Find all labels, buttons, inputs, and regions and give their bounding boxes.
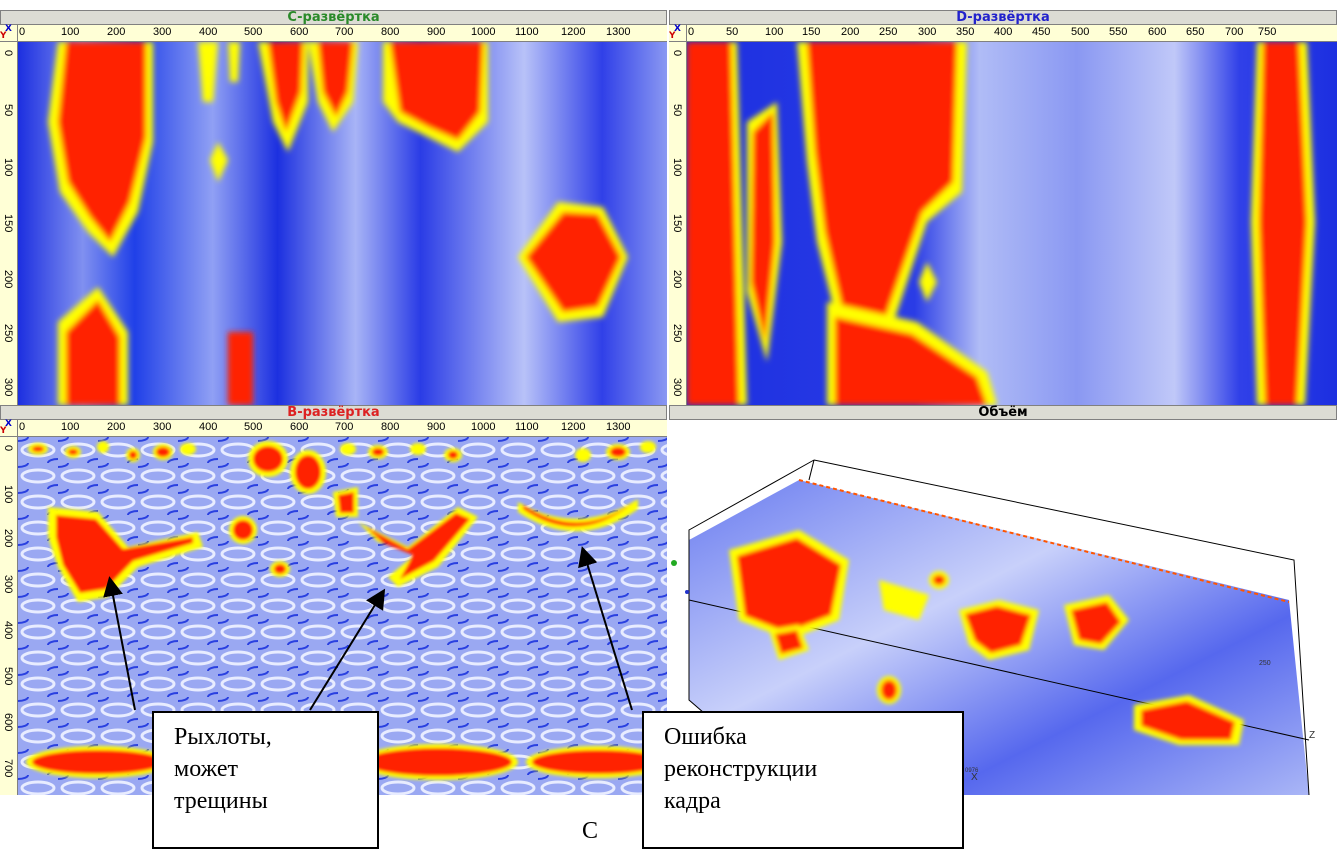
b-scan-x-ruler: 0 100 200 300 400 500 600 700 800 900 10… [18, 420, 667, 437]
y-tick: 300 [2, 575, 14, 594]
x-tick: 700 [335, 421, 354, 433]
x-tick: 300 [918, 26, 937, 38]
x-tick: 800 [381, 421, 400, 433]
y-tick: 150 [671, 214, 683, 233]
d-scan-image[interactable] [687, 42, 1337, 405]
x-tick: 450 [1032, 26, 1051, 38]
c-scan-y-ruler: 0 50 100 150 200 250 300 [0, 42, 18, 405]
x-tick: 1300 [606, 421, 631, 433]
c-scan-image[interactable] [18, 42, 667, 405]
x-tick: 350 [956, 26, 975, 38]
x-tick: 0 [19, 421, 26, 433]
x-tick: 200 [107, 26, 126, 38]
x-tick: 0 [19, 26, 26, 38]
annotation-note-looseness: Рыхлоты, может трещины [152, 711, 379, 849]
d-scan-x-ruler: 0 50 100 150 200 250 300 350 400 450 500… [687, 25, 1337, 42]
y-tick: 100 [2, 158, 14, 177]
y-tick: 0 [671, 50, 683, 57]
x-tick: 600 [290, 26, 309, 38]
x-tick: 800 [381, 26, 400, 38]
x-tick: 100 [61, 26, 80, 38]
x-tick: 1100 [515, 421, 539, 433]
x-tick: 900 [427, 26, 446, 38]
y-tick: 100 [2, 485, 14, 504]
y-tick: 700 [2, 759, 14, 778]
c-scan-title: C-развёртка [0, 10, 667, 25]
x-tick: 750 [1258, 26, 1277, 38]
axis-origin-icon [671, 560, 677, 566]
y-tick: 200 [671, 270, 683, 289]
y-tick: 300 [2, 378, 14, 397]
y-tick: 250 [671, 324, 683, 343]
b-scan-y-ruler: 0 100 200 300 400 500 600 700 [0, 437, 18, 795]
x-tick: 900 [427, 421, 446, 433]
y-tick: 50 [671, 104, 683, 117]
x-tick: 400 [199, 421, 218, 433]
x-tick: 550 [1109, 26, 1128, 38]
x-tick: 500 [244, 421, 263, 433]
x-tick: 700 [1225, 26, 1244, 38]
x-tick: 250 [879, 26, 898, 38]
x-tick: 100 [765, 26, 784, 38]
x-tick: 400 [199, 26, 218, 38]
x-tick: 50 [726, 26, 739, 38]
x-tick: 1300 [606, 26, 631, 38]
axis-small-x: 0976 [965, 768, 979, 774]
x-tick: 400 [994, 26, 1013, 38]
x-tick: 1000 [471, 421, 496, 433]
x-tick: 1100 [515, 26, 539, 38]
y-tick: 300 [671, 378, 683, 397]
x-tick: 600 [290, 421, 309, 433]
d-scan-y-ruler: 0 50 100 150 200 250 300 [669, 42, 687, 405]
x-tick: 600 [1148, 26, 1167, 38]
y-tick: 500 [2, 667, 14, 686]
axis-small-y: 250 [1259, 660, 1271, 667]
axis-x-label: X [971, 772, 978, 783]
annotation-note-reconstruction-error: Ошибка реконструкции кадра [642, 711, 964, 849]
x-tick: 1200 [561, 26, 586, 38]
x-tick: 100 [61, 421, 80, 433]
x-tick: 1200 [561, 421, 586, 433]
y-tick: 200 [2, 270, 14, 289]
x-tick: 150 [802, 26, 821, 38]
c-scan-x-ruler: 0 100 200 300 400 500 600 700 800 900 10… [18, 25, 667, 42]
y-tick: 600 [2, 713, 14, 732]
x-tick: 650 [1186, 26, 1205, 38]
figure-caption: С [582, 818, 599, 844]
y-tick: 200 [2, 529, 14, 548]
y-tick: 50 [2, 104, 14, 117]
y-tick: 0 [2, 50, 14, 57]
x-tick: 1000 [471, 26, 496, 38]
y-tick: 100 [671, 158, 683, 177]
x-tick: 200 [107, 421, 126, 433]
y-tick: 150 [2, 214, 14, 233]
y-tick: 400 [2, 621, 14, 640]
y-tick: 250 [2, 324, 14, 343]
b-scan-title: B-развёртка [0, 405, 667, 420]
x-tick: 500 [244, 26, 263, 38]
volume-title: Объём [669, 405, 1337, 420]
y-tick: 0 [2, 445, 14, 452]
x-tick: 300 [153, 26, 172, 38]
x-tick: 0 [688, 26, 695, 38]
axis-z-label: Z [1309, 730, 1315, 741]
d-scan-title: D-развёртка [669, 10, 1337, 25]
x-tick: 500 [1071, 26, 1090, 38]
x-tick: 200 [841, 26, 860, 38]
x-tick: 700 [335, 26, 354, 38]
x-tick: 300 [153, 421, 172, 433]
